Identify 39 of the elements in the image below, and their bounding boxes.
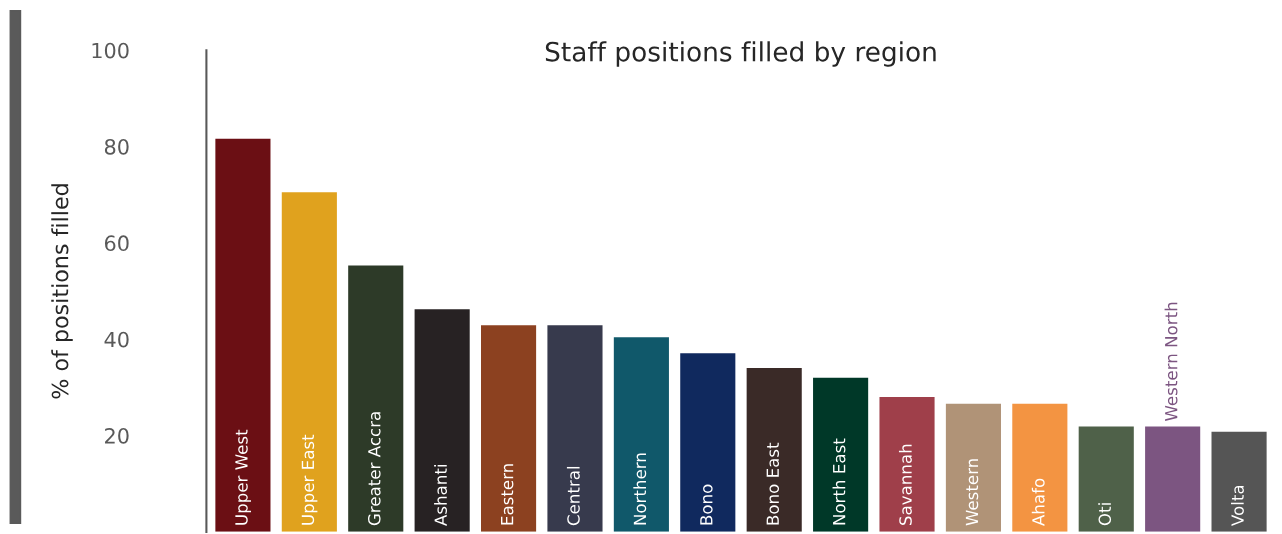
x-tick-label: Upper East [301, 434, 318, 525]
bar [1145, 426, 1201, 532]
x-tick-label: Upper West [235, 429, 251, 525]
bar [481, 325, 537, 532]
y-tick-label: 80 [104, 138, 129, 155]
x-tick-label: Western [965, 459, 979, 526]
chart-title: Staff positions filled by region [545, 41, 936, 67]
x-tick-label: Central [566, 466, 580, 526]
x-tick-label: Eastern [501, 464, 514, 525]
bar [1078, 426, 1134, 532]
x-tick-label: Greater Accra [367, 412, 381, 526]
bar [680, 353, 736, 532]
y-axis-title: % of positions filled [51, 184, 73, 399]
x-tick-label: Western North [1164, 302, 1178, 422]
x-tick-label: Bono [700, 484, 713, 525]
bar [613, 337, 669, 532]
bar [813, 377, 869, 532]
bar [746, 368, 802, 532]
y-tick-label: 100 [92, 42, 129, 59]
bar [1211, 431, 1267, 532]
x-tick-label: North East [832, 438, 846, 525]
x-tick-label: Northern [633, 453, 647, 525]
y-tick-label: 60 [104, 235, 129, 252]
y-tick-label: 20 [105, 427, 129, 444]
bar [348, 265, 404, 532]
bar [1012, 403, 1068, 532]
bar [879, 397, 935, 532]
bar [945, 403, 1001, 532]
x-tick-label: Volta [1231, 485, 1244, 526]
x-tick-label: Ahafo [1031, 478, 1045, 526]
x-tick-label: Savannah [898, 444, 912, 525]
x-tick-label: Bono East [766, 442, 780, 525]
x-tick-label: Oti [1098, 503, 1112, 526]
bar [215, 138, 271, 532]
x-tick-label: Ashanti [434, 465, 447, 526]
bar [281, 192, 337, 532]
bar [414, 309, 470, 532]
y-tick-label: 40 [104, 331, 129, 348]
bar [547, 325, 603, 532]
